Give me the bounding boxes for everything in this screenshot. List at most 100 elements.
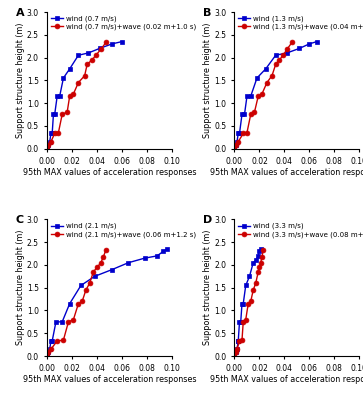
wind (2.1 m/s)+wave (0.06 m+1.2 s)	[91, 270, 95, 274]
wind (1.3 m/s)	[285, 50, 289, 55]
wind (3.3 m/s)	[257, 249, 262, 254]
Text: B: B	[203, 8, 212, 18]
wind (3.3 m/s)+wave (0.08 m+1.3 s)	[258, 260, 263, 265]
wind (0.7 m/s)+wave (0.02 m+1.0 s)	[46, 142, 50, 147]
wind (1.3 m/s)+wave (0.04 m+1.1 s)	[236, 139, 240, 144]
wind (3.3 m/s)+wave (0.08 m+1.3 s)	[237, 338, 242, 343]
wind (1.3 m/s)	[249, 94, 253, 98]
wind (3.3 m/s)+wave (0.08 m+1.3 s)	[241, 320, 245, 324]
Line: wind (0.7 m/s)+wave (0.02 m+1.0 s): wind (0.7 m/s)+wave (0.02 m+1.0 s)	[45, 40, 108, 151]
wind (2.1 m/s)+wave (0.06 m+1.2 s)	[46, 350, 50, 355]
wind (2.1 m/s)	[60, 320, 64, 324]
Line: wind (0.7 m/s): wind (0.7 m/s)	[45, 39, 125, 151]
wind (1.3 m/s)	[237, 131, 242, 136]
wind (0.7 m/s)	[120, 39, 124, 44]
Text: D: D	[203, 215, 212, 225]
wind (1.3 m/s)+wave (0.04 m+1.1 s)	[245, 130, 249, 135]
wind (0.7 m/s)	[57, 94, 62, 98]
wind (2.1 m/s)	[155, 254, 159, 258]
wind (0.7 m/s)	[48, 139, 52, 144]
wind (3.3 m/s)+wave (0.08 m+1.3 s)	[260, 254, 264, 259]
wind (0.7 m/s)+wave (0.02 m+1.0 s)	[60, 112, 64, 117]
Y-axis label: Support structure height (m): Support structure height (m)	[203, 230, 212, 346]
wind (2.1 m/s)	[126, 260, 131, 265]
wind (3.3 m/s)+wave (0.08 m+1.3 s)	[232, 354, 237, 358]
wind (0.7 m/s)+wave (0.02 m+1.0 s)	[49, 139, 53, 144]
wind (1.3 m/s)+wave (0.04 m+1.1 s)	[285, 47, 289, 52]
wind (0.7 m/s)+wave (0.02 m+1.0 s)	[68, 94, 72, 98]
wind (2.1 m/s)+wave (0.06 m+1.2 s)	[61, 338, 66, 342]
wind (3.3 m/s)+wave (0.08 m+1.3 s)	[257, 265, 262, 270]
wind (0.7 m/s)	[53, 112, 57, 117]
wind (3.3 m/s)	[232, 354, 237, 358]
wind (2.1 m/s)	[165, 247, 169, 252]
wind (0.7 m/s)	[45, 146, 49, 151]
wind (3.3 m/s)+wave (0.08 m+1.3 s)	[246, 301, 250, 306]
wind (1.3 m/s)+wave (0.04 m+1.1 s)	[265, 80, 269, 85]
wind (2.1 m/s)+wave (0.06 m+1.2 s)	[87, 281, 92, 286]
wind (0.7 m/s)	[51, 112, 56, 117]
Text: A: A	[16, 8, 25, 18]
X-axis label: 95th MAX values of acceleration responses: 95th MAX values of acceleration response…	[210, 168, 363, 177]
wind (0.7 m/s)	[46, 142, 50, 147]
wind (1.3 m/s)	[235, 139, 239, 144]
Legend: wind (0.7 m/s), wind (0.7 m/s)+wave (0.02 m+1.0 s): wind (0.7 m/s), wind (0.7 m/s)+wave (0.0…	[49, 14, 197, 32]
Y-axis label: Support structure height (m): Support structure height (m)	[16, 22, 25, 138]
Line: wind (3.3 m/s): wind (3.3 m/s)	[232, 247, 263, 358]
wind (1.3 m/s)	[315, 39, 319, 44]
Text: C: C	[16, 215, 24, 225]
wind (1.3 m/s)	[274, 53, 278, 58]
wind (1.3 m/s)	[233, 142, 238, 147]
wind (0.7 m/s)	[49, 131, 53, 136]
wind (2.1 m/s)+wave (0.06 m+1.2 s)	[99, 260, 103, 265]
Y-axis label: Support structure height (m): Support structure height (m)	[203, 22, 212, 138]
wind (0.7 m/s)+wave (0.02 m+1.0 s)	[85, 62, 89, 67]
wind (2.1 m/s)	[161, 249, 166, 254]
wind (3.3 m/s)+wave (0.08 m+1.3 s)	[249, 299, 253, 304]
wind (3.3 m/s)	[236, 338, 240, 343]
wind (2.1 m/s)	[93, 274, 97, 279]
wind (1.3 m/s)	[240, 112, 244, 117]
wind (2.1 m/s)	[50, 338, 54, 343]
wind (2.1 m/s)+wave (0.06 m+1.2 s)	[101, 254, 106, 259]
wind (1.3 m/s)+wave (0.04 m+1.1 s)	[277, 57, 282, 62]
wind (2.1 m/s)+wave (0.06 m+1.2 s)	[66, 320, 70, 324]
X-axis label: 95th MAX values of acceleration responses: 95th MAX values of acceleration response…	[23, 168, 196, 177]
wind (1.3 m/s)+wave (0.04 m+1.1 s)	[274, 62, 278, 67]
wind (2.1 m/s)	[142, 256, 147, 260]
wind (3.3 m/s)	[247, 274, 252, 279]
wind (0.7 m/s)	[68, 66, 72, 71]
wind (1.3 m/s)+wave (0.04 m+1.1 s)	[270, 73, 274, 78]
wind (3.3 m/s)	[251, 260, 256, 265]
wind (1.3 m/s)+wave (0.04 m+1.1 s)	[232, 146, 237, 151]
wind (3.3 m/s)+wave (0.08 m+1.3 s)	[233, 350, 238, 355]
wind (0.7 m/s)	[61, 76, 66, 80]
wind (2.1 m/s)+wave (0.06 m+1.2 s)	[95, 265, 99, 270]
wind (1.3 m/s)	[255, 76, 259, 80]
wind (0.7 m/s)+wave (0.02 m+1.0 s)	[65, 110, 69, 114]
wind (1.3 m/s)	[245, 94, 249, 98]
wind (2.1 m/s)	[68, 301, 72, 306]
wind (0.7 m/s)+wave (0.02 m+1.0 s)	[45, 146, 49, 151]
wind (3.3 m/s)	[240, 301, 244, 306]
wind (2.1 m/s)	[110, 267, 114, 272]
wind (3.3 m/s)+wave (0.08 m+1.3 s)	[261, 248, 265, 252]
wind (2.1 m/s)	[49, 338, 53, 343]
wind (3.3 m/s)	[236, 338, 240, 343]
wind (2.1 m/s)	[48, 347, 52, 352]
wind (2.1 m/s)+wave (0.06 m+1.2 s)	[84, 288, 88, 292]
wind (0.7 m/s)	[97, 46, 102, 51]
wind (2.1 m/s)+wave (0.06 m+1.2 s)	[71, 317, 76, 322]
wind (1.3 m/s)+wave (0.04 m+1.1 s)	[260, 92, 264, 96]
wind (1.3 m/s)	[242, 112, 247, 117]
wind (2.1 m/s)+wave (0.06 m+1.2 s)	[104, 248, 108, 252]
wind (3.3 m/s)+wave (0.08 m+1.3 s)	[235, 347, 239, 352]
wind (3.3 m/s)	[237, 320, 242, 324]
wind (0.7 m/s)+wave (0.02 m+1.0 s)	[94, 53, 98, 58]
wind (1.3 m/s)+wave (0.04 m+1.1 s)	[281, 53, 285, 58]
Line: wind (3.3 m/s)+wave (0.08 m+1.3 s): wind (3.3 m/s)+wave (0.08 m+1.3 s)	[232, 248, 266, 358]
wind (0.7 m/s)+wave (0.02 m+1.0 s)	[76, 80, 81, 85]
wind (2.1 m/s)+wave (0.06 m+1.2 s)	[49, 347, 53, 352]
wind (0.7 m/s)	[55, 94, 60, 98]
wind (2.1 m/s)+wave (0.06 m+1.2 s)	[76, 301, 81, 306]
